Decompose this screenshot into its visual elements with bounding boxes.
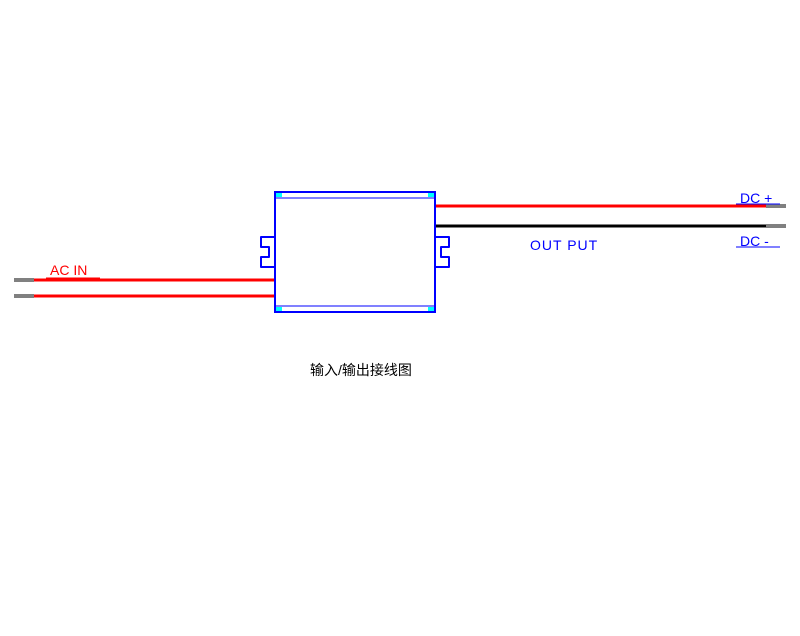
- diagram-caption: 输入/输出接线图: [310, 360, 412, 380]
- wiring-diagram-svg: [0, 0, 800, 636]
- dc-plus-label: DC +: [740, 190, 772, 206]
- dc-minus-label: DC -: [740, 233, 769, 249]
- output-label: OUT PUT: [530, 237, 598, 253]
- ac-in-label: AC IN: [50, 262, 87, 278]
